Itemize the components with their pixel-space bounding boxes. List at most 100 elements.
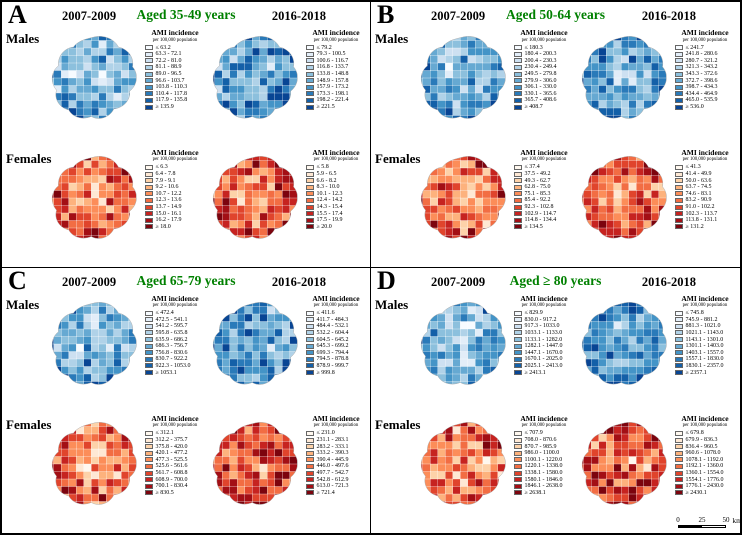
legend-swatch [145, 356, 153, 362]
legend-row: 1830.1 - 2357.0 [675, 363, 735, 370]
legend-range-label: 561.7 - 608.8 [155, 470, 188, 476]
legend-swatch [675, 84, 683, 90]
period-label-left: 2007-2009 [62, 9, 117, 23]
legend-range-label: 477.3 - 525.5 [155, 456, 188, 463]
legend-swatch [145, 330, 153, 336]
legend-row: 133.8 - 148.8 [306, 71, 366, 78]
legend-swatch [514, 91, 522, 97]
legend-row: 89.0 - 96.5 [145, 71, 205, 78]
legend-range-label: 37.5 - 49.2 [524, 171, 551, 178]
legend-row: 1192.1 - 1360.0 [675, 463, 735, 470]
legend-row: 13.7 - 14.9 [145, 204, 205, 211]
legend-row: 1554.1 - 1776.0 [675, 476, 735, 483]
legend-swatch [145, 51, 153, 57]
legend-swatch [306, 463, 314, 469]
legend-row: 17.5 - 19.9 [306, 217, 366, 224]
legend-row: 604.5 - 645.2 [306, 336, 366, 343]
legend-row: 870.7 - 985.9 [514, 443, 574, 450]
legend-range-label: 635.9 - 686.2 [155, 336, 188, 343]
choropleth-map [212, 301, 298, 385]
legend-range-label: 1033.1 - 1133.0 [524, 329, 563, 336]
legend-range-label: 116.8 - 133.7 [316, 64, 349, 71]
legend-swatch [675, 78, 683, 84]
map-females-2007-2009 [415, 419, 513, 509]
legend-row: 75.1 - 85.3 [514, 191, 574, 198]
legend-range-label: 541.2 - 595.7 [155, 323, 188, 330]
legend-swatch [306, 178, 314, 184]
choropleth-map [51, 421, 137, 505]
map-males-2016-2018 [576, 33, 674, 123]
legend-subtitle: per 100,000 population [152, 37, 198, 43]
legend-range-label: 15.0 - 16.1 [155, 210, 182, 217]
legend-swatch [675, 224, 683, 230]
legend-females-right_legend: AMI incidence per 100,000 population ≤ 5.8… [306, 147, 366, 230]
legend-range-label: 1554.1 - 1776.0 [685, 476, 724, 483]
scale-tick: 25 [698, 516, 706, 524]
scale-tick: 50 [722, 516, 730, 524]
legend-swatch [145, 224, 153, 230]
legend-swatch [514, 224, 522, 230]
scale-unit-label: km [732, 516, 740, 525]
legend-row: 1338.1 - 1580.0 [514, 470, 574, 477]
legend-swatch [675, 91, 683, 97]
legend-range-label: ≥ 131.2 [685, 223, 704, 230]
legend-range-label: 1338.1 - 1580.0 [524, 470, 563, 476]
legend-swatch [145, 164, 153, 170]
panel-letter: C [8, 267, 27, 295]
legend-swatch [675, 450, 683, 456]
legend-row: 541.2 - 595.7 [145, 323, 205, 330]
map-males-2007-2009 [415, 33, 513, 123]
legend-swatch [675, 337, 683, 343]
legend-row: 92.3 - 102.8 [514, 204, 574, 211]
legend-title: AMI incidence [312, 147, 360, 157]
legend-row: 72.2 - 81.0 [145, 58, 205, 65]
legend-range-label: 679.9 - 836.3 [685, 437, 718, 444]
scale-bar-ticks: 0 25 50 km [676, 516, 740, 525]
choropleth-map [420, 36, 506, 119]
legend-subtitle: per 100,000 population [313, 37, 359, 43]
legend-row: 699.3 - 794.4 [306, 349, 366, 356]
legend-swatch [306, 330, 314, 336]
legend-row: 532.2 - 604.4 [306, 330, 366, 337]
legend-row: 922.3 - 1053.0 [145, 363, 205, 370]
legend-swatch [145, 64, 153, 70]
legend-swatch [306, 197, 314, 203]
legend-females-left_legend: AMI incidence per 100,000 population ≤ 6.3… [145, 148, 205, 230]
legend-range-label: 49.3 - 62.7 [524, 177, 551, 184]
legend-swatch [145, 58, 153, 64]
legend-row: 1580.1 - 1846.0 [514, 476, 574, 483]
legend-range-label: 1360.1 - 1554.0 [685, 470, 724, 476]
legend-range-label: 14.3 - 15.4 [316, 204, 343, 210]
legend-row: 74.6 - 83.1 [675, 191, 735, 198]
legend-males-right_legend: AMI incidence per 100,000 population ≤ 79.… [306, 28, 366, 110]
legend-swatch [145, 84, 153, 90]
legend-range-label: ≥ 2430.1 [685, 489, 707, 496]
legend-range-label: 92.3 - 102.8 [524, 204, 554, 210]
legend-swatch [306, 470, 314, 476]
legend-row: 102.3 - 113.7 [675, 210, 735, 217]
legend-swatch [306, 104, 314, 110]
legend-swatch [145, 463, 153, 469]
legend-range-label: 8.3 - 10.0 [316, 184, 340, 191]
legend-swatch [306, 370, 314, 376]
legend-range-label: 836.4 - 960.5 [685, 443, 718, 450]
map-females-2016-2018 [207, 419, 305, 509]
legend-swatch [306, 171, 314, 177]
legend-range-label: 1143.1 - 1301.0 [685, 336, 724, 343]
panel-letter: A [8, 2, 27, 29]
legend-row: ≤ 411.6 [306, 310, 366, 317]
legend-range-label: 100.6 - 116.7 [316, 57, 349, 64]
legend-range-label: 114.8 - 134.4 [524, 217, 557, 224]
legend-swatch [306, 457, 314, 463]
scale-bar: 0 25 50 km [676, 516, 740, 528]
legend-females-right_legend: AMI incidence per 100,000 population ≤ 231… [306, 414, 366, 496]
legend-swatch [306, 45, 314, 51]
legend-range-label: 96.6 - 103.7 [155, 77, 185, 84]
legend-swatch [675, 370, 683, 376]
legend-subtitle: per 100,000 population [682, 303, 728, 309]
legend-row: 1447.1 - 1670.0 [514, 349, 574, 356]
legend-row: 881.3 - 1021.0 [675, 323, 735, 330]
panel-letter: B [377, 2, 395, 29]
legend-swatch [145, 104, 153, 110]
legend-range-label: ≥ 134.5 [524, 223, 543, 230]
